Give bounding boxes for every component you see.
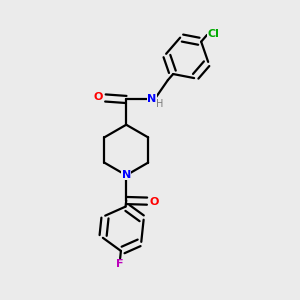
Text: O: O (93, 92, 103, 102)
Text: F: F (116, 259, 123, 269)
Text: H: H (156, 99, 163, 109)
Text: N: N (122, 170, 131, 180)
Text: N: N (148, 94, 157, 103)
Text: Cl: Cl (208, 29, 220, 39)
Text: O: O (150, 197, 159, 207)
